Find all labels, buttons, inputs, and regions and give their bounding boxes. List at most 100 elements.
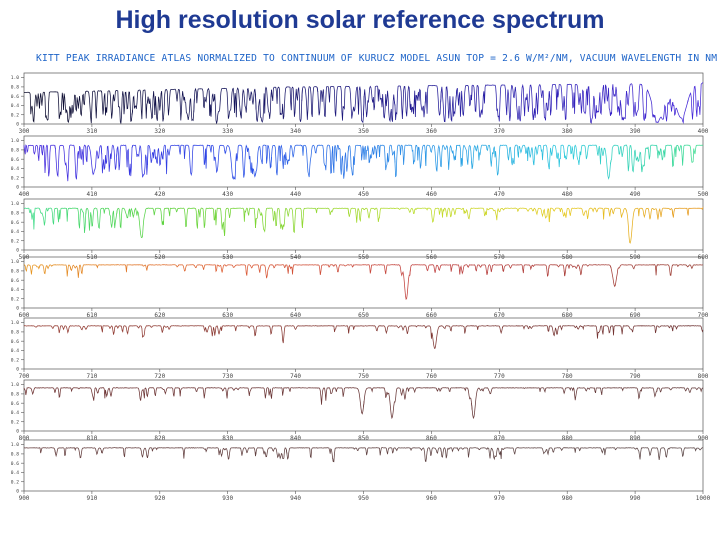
- spectrum-line: [687, 264, 704, 270]
- x-tick-label: 450: [358, 191, 369, 198]
- spectrum-line: [687, 325, 704, 333]
- spectrum-line: [378, 264, 396, 275]
- spectrum-line: [178, 447, 195, 459]
- spectrum-line: [671, 207, 689, 218]
- spectrum-line: [131, 264, 149, 271]
- x-tick-label: 310: [86, 128, 97, 135]
- y-tick-label: 0.6: [11, 220, 20, 226]
- spectrum-line: [640, 144, 658, 173]
- spectrum-line: [301, 86, 319, 120]
- y-tick-label: 0.4: [11, 287, 20, 293]
- y-tick-label: 0.6: [11, 461, 20, 467]
- spectrum-line: [286, 207, 303, 234]
- spectrum-line: [363, 264, 380, 274]
- spectrum-line: [285, 447, 303, 460]
- spectrum-line: [440, 86, 458, 123]
- spectrum-line: [208, 87, 226, 124]
- spectrum-line: [23, 91, 41, 123]
- spectrum-line: [456, 447, 473, 458]
- spectrum-line: [147, 387, 164, 397]
- spectrum-line: [456, 264, 473, 275]
- spectrum-line: [85, 387, 102, 401]
- spectrum-line: [116, 447, 133, 458]
- spectrum-line: [533, 447, 550, 456]
- spectrum-line: [671, 447, 689, 457]
- spectrum-line: [394, 264, 411, 301]
- spectrum-line: [656, 447, 673, 460]
- spectrum-line: [656, 144, 674, 167]
- x-tick-label: 440: [290, 191, 301, 198]
- spectrum-line: [39, 264, 56, 275]
- x-tick-label: 330: [222, 128, 233, 135]
- spectrum-line: [594, 84, 612, 119]
- x-tick-label: 370: [494, 128, 505, 135]
- y-tick-label: 0: [16, 248, 19, 254]
- spectrum-line: [687, 387, 704, 393]
- spectrum-line: [255, 86, 272, 123]
- y-tick-label: 1.0: [11, 259, 20, 265]
- y-tick-label: 0.6: [11, 401, 20, 407]
- y-tick-label: 0.4: [11, 410, 20, 416]
- spectrum-line: [209, 447, 226, 458]
- y-tick-label: 0.2: [11, 175, 20, 181]
- spectrum-line: [162, 207, 180, 225]
- x-tick-label: 460: [426, 191, 437, 198]
- spectrum-line: [131, 387, 149, 401]
- spectrum-line: [255, 447, 272, 458]
- x-tick-label: 520: [154, 254, 165, 261]
- spectrum-line: [286, 144, 303, 165]
- spectrum-line: [471, 264, 488, 275]
- y-tick-label: 0.4: [11, 103, 20, 109]
- spectrum-line: [39, 387, 56, 393]
- x-tick-label: 680: [562, 312, 573, 319]
- spectrum-line: [347, 387, 365, 415]
- spectrum-line: [332, 144, 350, 179]
- spectrum-line: [85, 207, 102, 231]
- spectrum-line: [162, 387, 179, 397]
- x-tick-label: 800: [698, 373, 709, 380]
- spectrum-line: [440, 387, 457, 393]
- x-tick-label: 950: [358, 495, 369, 502]
- spectrum-line: [687, 144, 704, 163]
- x-tick-label: 920: [154, 495, 165, 502]
- spectrum-line: [440, 207, 457, 218]
- spectrum-line: [594, 447, 612, 456]
- spectrum-line: [316, 86, 334, 118]
- spectrum-line: [239, 264, 257, 276]
- spectrum-line: [347, 85, 365, 124]
- x-tick-label: 580: [562, 254, 573, 261]
- spectrum-line: [147, 325, 164, 333]
- y-tick-label: 0.4: [11, 166, 20, 172]
- spectrum-line: [347, 207, 365, 223]
- spectrum-line: [193, 264, 210, 270]
- x-tick-label: 300: [19, 128, 30, 135]
- spectrum-line: [579, 264, 596, 276]
- spectrum-panel: 0 0.2 0.4 0.6 0.8 1.0 700 710 720 730 740 750 760 770…: [11, 317, 709, 380]
- spectrum-line: [563, 264, 581, 277]
- spectrum-panel: 0 0.2 0.4 0.6 0.8 1.0 900 910 920 930 940 950 960 970…: [11, 439, 711, 502]
- spectrum-line: [455, 387, 473, 410]
- x-tick-label: 510: [86, 254, 97, 261]
- spectrum-line: [564, 325, 581, 330]
- spectrum-line: [54, 447, 71, 458]
- spectrum-line: [378, 447, 396, 456]
- x-tick-label: 500: [698, 191, 709, 198]
- spectrum-line: [193, 207, 210, 229]
- x-tick-label: 360: [426, 128, 437, 135]
- spectrum-line: [193, 87, 211, 116]
- spectrum-line: [687, 82, 704, 120]
- spectrum-line: [563, 144, 581, 165]
- spectrum-line: [517, 387, 534, 389]
- spectrum-line: [486, 447, 504, 461]
- spectrum-line: [178, 207, 195, 228]
- spectrum-line: [641, 207, 658, 220]
- spectrum-panel: 0 0.2 0.4 0.6 0.8 1.0 800 810 820 830 840 850 860 870…: [11, 379, 709, 442]
- y-tick-label: 0: [16, 122, 19, 128]
- spectrum-line: [100, 447, 118, 454]
- spectrum-line: [255, 325, 272, 336]
- spectrum-line: [54, 144, 71, 182]
- x-tick-label: 430: [222, 191, 233, 198]
- spectrum-line: [378, 207, 396, 219]
- spectrum-line: [209, 325, 226, 337]
